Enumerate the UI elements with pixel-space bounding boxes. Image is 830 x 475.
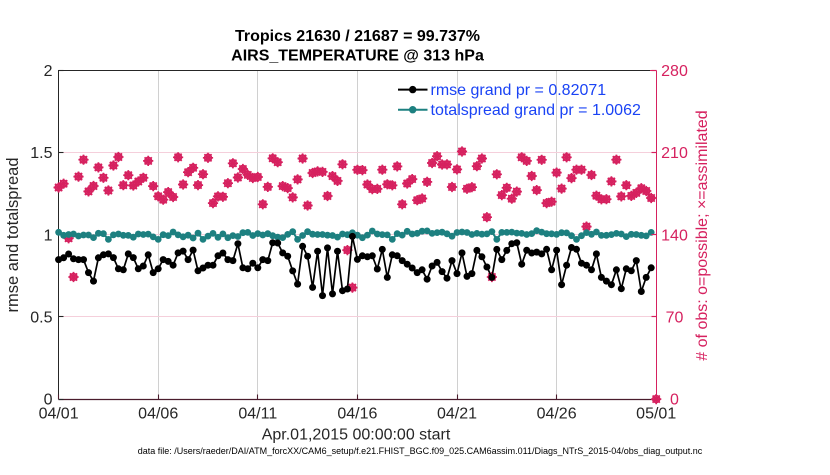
svg-text:Tropics 21630 / 21687 = 99.737: Tropics 21630 / 21687 = 99.737% [235, 28, 480, 45]
svg-text:0: 0 [44, 392, 53, 409]
svg-text:0.5: 0.5 [30, 310, 52, 327]
svg-text:# of obs: o=possible; ×=assimi: # of obs: o=possible; ×=assimilated [694, 110, 711, 360]
svg-text:04/16: 04/16 [337, 405, 377, 422]
svg-text:0: 0 [670, 392, 679, 409]
svg-text:1: 1 [44, 227, 53, 244]
svg-text:2: 2 [44, 63, 53, 80]
svg-text:data file: /Users/raeder/DAI/A: data file: /Users/raeder/DAI/ATM_forcXX/… [138, 446, 703, 456]
svg-text:rmse grand pr = 0.82071: rmse grand pr = 0.82071 [431, 82, 607, 99]
svg-text:Apr.01,2015 00:00:00 start: Apr.01,2015 00:00:00 start [262, 426, 451, 443]
svg-text:04/26: 04/26 [537, 405, 577, 422]
svg-text:04/11: 04/11 [238, 405, 277, 422]
svg-text:1.5: 1.5 [30, 145, 52, 162]
svg-text:05/01: 05/01 [636, 405, 676, 422]
svg-text:AIRS_TEMPERATURE @ 313 hPa: AIRS_TEMPERATURE @ 313 hPa [231, 48, 484, 65]
svg-text:04/01: 04/01 [39, 405, 79, 422]
svg-text:280: 280 [661, 63, 688, 80]
svg-text:04/21: 04/21 [437, 405, 477, 422]
svg-text:210: 210 [661, 145, 688, 162]
svg-text:04/06: 04/06 [138, 405, 178, 422]
svg-text:rmse and totalspread: rmse and totalspread [4, 157, 22, 312]
svg-text:totalspread grand pr = 1.0062: totalspread grand pr = 1.0062 [431, 102, 641, 119]
svg-text:70: 70 [666, 310, 684, 327]
svg-text:140: 140 [661, 227, 688, 244]
